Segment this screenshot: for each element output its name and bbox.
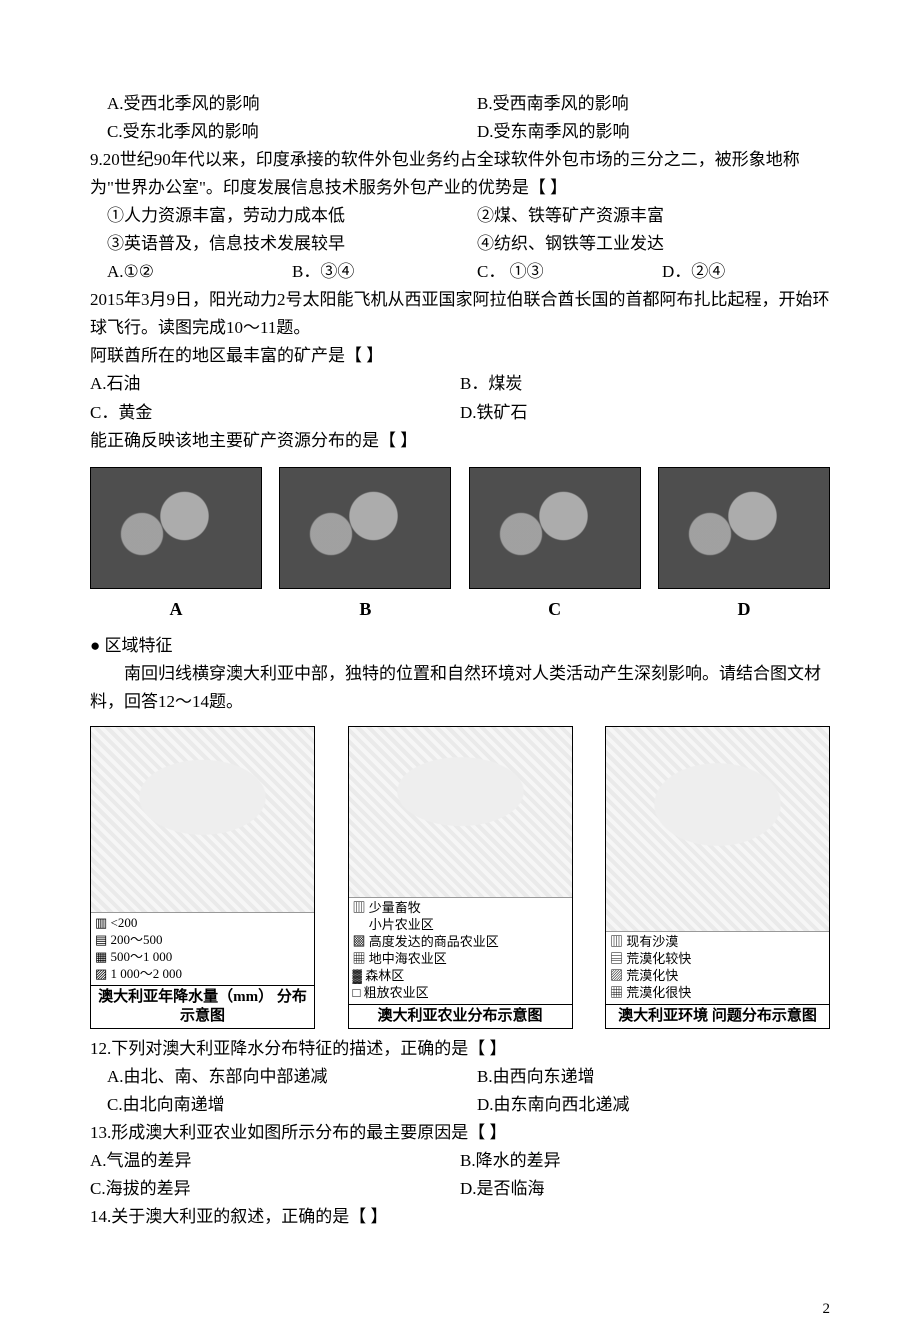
q9-stem: 9.20世纪90年代以来，印度承接的软件外包业务约占全球软件外包市场的三分之二，… (90, 146, 830, 202)
q9-s1: ①人力资源丰富，劳动力成本低 (90, 202, 460, 230)
q8-opt-d: D.受东南季风的影响 (460, 118, 830, 146)
q10-stem: 阿联酋所在的地区最丰富的矿产是【 】 (90, 342, 830, 370)
q9-s2: ②煤、铁等矿产资源丰富 (460, 202, 830, 230)
q9-opt-c: C． ①③ (460, 258, 645, 286)
q8-opt-c: C.受东北季风的影响 (90, 118, 460, 146)
q9-s4: ④纺织、钢铁等工业发达 (460, 230, 830, 258)
q12-opt-c: C.由北向南递增 (90, 1091, 460, 1119)
q8-options-row1: A.受西北季风的影响 B.受西南季风的影响 (90, 90, 830, 118)
q12-opt-d: D.由东南向西北递减 (460, 1091, 830, 1119)
q8-options-row2: C.受东北季风的影响 D.受东南季风的影响 (90, 118, 830, 146)
map-image-a (90, 467, 262, 589)
intro-12-14: 南回归线横穿澳大利亚中部，独特的位置和自然环境对人类活动产生深刻影响。请结合图文… (90, 660, 830, 716)
q13-opt-c: C.海拔的差异 (90, 1175, 460, 1203)
q14-stem: 14.关于澳大利亚的叙述，正确的是【 】 (90, 1203, 830, 1231)
map-caption-d: D (658, 595, 830, 625)
aus-map-rain (91, 727, 314, 912)
aus-map-agri (349, 727, 572, 897)
q9-opt-a: A.①② (90, 258, 275, 286)
exam-page: A.受西北季风的影响 B.受西南季风的影响 C.受东北季风的影响 D.受东南季风… (0, 0, 920, 1271)
map-image-d (658, 467, 830, 589)
q12-options-row1: A.由北、南、东部向中部递减 B.由西向东递增 (90, 1063, 830, 1091)
q9-s3: ③英语普及，信息技术发展较早 (90, 230, 460, 258)
q9-opt-b: B．③④ (275, 258, 460, 286)
q13-opt-b: B.降水的差异 (460, 1147, 830, 1175)
aus-caption-agri: 澳大利亚农业分布示意图 (349, 1004, 572, 1028)
map-panel-c: C (469, 467, 641, 625)
aus-panel-rain: ▥ <200 ▤ 200～500 ▦ 500～1 000 ▨ 1 000～2 0… (90, 726, 315, 1028)
q13-options-row2: C.海拔的差异 D.是否临海 (90, 1175, 830, 1203)
q12-opt-a: A.由北、南、东部向中部递减 (90, 1063, 460, 1091)
q12-options-row2: C.由北向南递增 D.由东南向西北递减 (90, 1091, 830, 1119)
aus-caption-env: 澳大利亚环境 问题分布示意图 (606, 1004, 829, 1028)
q11-stem: 能正确反映该地主要矿产资源分布的是【 】 (90, 427, 830, 455)
figure-row-australia: ▥ <200 ▤ 200～500 ▦ 500～1 000 ▨ 1 000～2 0… (90, 726, 830, 1028)
q9-opt-d: D．②④ (645, 258, 830, 286)
map-image-c (469, 467, 641, 589)
figure-row-maps: A B C D (90, 467, 830, 625)
map-caption-c: C (469, 595, 641, 625)
q9-options: A.①② B．③④ C． ①③ D．②④ (90, 258, 830, 286)
aus-caption-rain: 澳大利亚年降水量（mm） 分布示意图 (91, 985, 314, 1028)
q10-opt-a: A.石油 (90, 370, 460, 398)
q12-stem: 12.下列对澳大利亚降水分布特征的描述，正确的是【 】 (90, 1035, 830, 1063)
q10-opt-b: B．煤炭 (460, 370, 830, 398)
q10-opt-d: D.铁矿石 (460, 399, 830, 427)
aus-legend-rain: ▥ <200 ▤ 200～500 ▦ 500～1 000 ▨ 1 000～2 0… (91, 912, 314, 985)
q13-stem: 13.形成澳大利亚农业如图所示分布的最主要原因是【 】 (90, 1119, 830, 1147)
aus-legend-agri: ▥ 少量畜牧 小片农业区 ▩ 高度发达的商品农业区 ▦ 地中海农业区 ▓ 森林区… (349, 897, 572, 1003)
section-region: ● 区域特征 (90, 632, 830, 660)
q8-opt-a: A.受西北季风的影响 (90, 90, 460, 118)
map-image-b (279, 467, 451, 589)
intro-10-11: 2015年3月9日，阳光动力2号太阳能飞机从西亚国家阿拉伯联合酋长国的首都阿布扎… (90, 286, 830, 342)
aus-panel-agri: ▥ 少量畜牧 小片农业区 ▩ 高度发达的商品农业区 ▦ 地中海农业区 ▓ 森林区… (348, 726, 573, 1028)
page-number: 2 (0, 1271, 920, 1338)
q10-options-row1: A.石油 B．煤炭 (90, 370, 830, 398)
q13-options-row1: A.气温的差异 B.降水的差异 (90, 1147, 830, 1175)
map-panel-b: B (279, 467, 451, 625)
q12-opt-b: B.由西向东递增 (460, 1063, 830, 1091)
aus-panel-env: ▥ 现有沙漠 ▤ 荒漠化较快 ▨ 荒漠化快 ▦ 荒漠化很快 澳大利亚环境 问题分… (605, 726, 830, 1028)
q13-opt-a: A.气温的差异 (90, 1147, 460, 1175)
q13-opt-d: D.是否临海 (460, 1175, 830, 1203)
q8-opt-b: B.受西南季风的影响 (460, 90, 830, 118)
q9-s-row1: ①人力资源丰富，劳动力成本低 ②煤、铁等矿产资源丰富 (90, 202, 830, 230)
map-caption-a: A (90, 595, 262, 625)
map-panel-a: A (90, 467, 262, 625)
map-caption-b: B (279, 595, 451, 625)
map-panel-d: D (658, 467, 830, 625)
aus-map-env (606, 727, 829, 931)
q10-opt-c: C．黄金 (90, 399, 460, 427)
aus-legend-env: ▥ 现有沙漠 ▤ 荒漠化较快 ▨ 荒漠化快 ▦ 荒漠化很快 (606, 931, 829, 1004)
q10-options-row2: C．黄金 D.铁矿石 (90, 399, 830, 427)
q9-s-row2: ③英语普及，信息技术发展较早 ④纺织、钢铁等工业发达 (90, 230, 830, 258)
